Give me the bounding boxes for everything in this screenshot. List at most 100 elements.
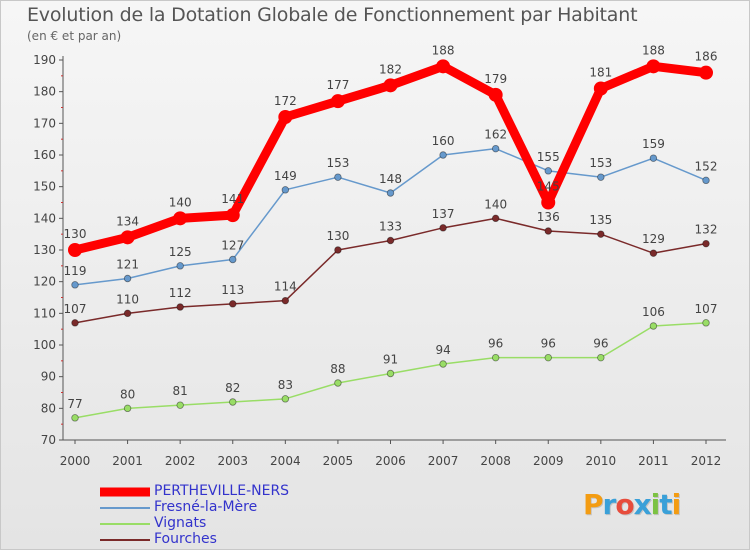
legend-swatch [100, 539, 150, 541]
data-point-fresn-la-m-re [71, 281, 79, 289]
y-tick-label: 70 [41, 433, 56, 447]
x-tick-label: 2007 [428, 454, 459, 468]
legend-label: Fresné-la-Mère [154, 499, 258, 515]
data-label-vignats: 94 [435, 343, 450, 357]
data-label-fresn-la-m-re: 149 [274, 169, 297, 183]
y-tick-label: 80 [41, 401, 56, 415]
chart-subtitle: (en € et par an) [27, 29, 122, 43]
data-label-vignats: 77 [67, 397, 82, 411]
data-label-pertheville-ners: 186 [695, 50, 718, 64]
data-label-vignats: 88 [330, 362, 345, 376]
data-point-fresn-la-m-re [123, 274, 132, 283]
data-point-pertheville-ners [330, 94, 345, 109]
x-tick-label: 2006 [375, 454, 406, 468]
data-point-fresn-la-m-re [334, 173, 342, 181]
proxiti-logo: Proxiti [583, 488, 681, 521]
data-label-fresn-la-m-re: 121 [116, 258, 139, 272]
x-tick-label: 2011 [638, 454, 669, 468]
data-point-vignats [544, 353, 552, 362]
x-tick-label: 2004 [270, 454, 301, 468]
data-label-vignats: 81 [173, 384, 188, 398]
x-tick-label: 2001 [112, 454, 143, 468]
data-label-fresn-la-m-re: 159 [642, 137, 665, 151]
data-label-fresn-la-m-re: 125 [169, 245, 192, 259]
data-label-vignats: 80 [120, 387, 135, 401]
data-label-fourches: 112 [169, 286, 192, 300]
data-point-pertheville-ners [68, 243, 82, 257]
data-point-pertheville-ners [120, 230, 135, 245]
x-tick-label: 2012 [691, 454, 722, 468]
data-label-fresn-la-m-re: 160 [432, 134, 455, 148]
data-point-fresn-la-m-re [649, 154, 658, 162]
data-label-fourches: 133 [379, 220, 402, 234]
y-tick-label: 170 [33, 116, 56, 130]
chart-title: Evolution de la Dotation Globale de Fonc… [27, 4, 638, 26]
data-label-pertheville-ners: 134 [116, 214, 139, 228]
legend-swatch [100, 523, 150, 525]
data-point-fresn-la-m-re [229, 255, 237, 264]
data-point-fourches [439, 224, 447, 232]
data-label-vignats: 107 [695, 302, 718, 316]
data-label-fourches: 114 [274, 280, 297, 294]
data-label-vignats: 106 [642, 305, 665, 319]
series-line-fourches [74, 217, 707, 324]
data-point-pertheville-ners [593, 81, 608, 96]
data-label-pertheville-ners: 130 [64, 227, 87, 241]
data-label-fourches: 110 [116, 292, 139, 306]
data-label-vignats: 91 [383, 353, 398, 367]
data-point-vignats [176, 401, 184, 409]
data-label-pertheville-ners: 140 [169, 195, 192, 209]
data-label-pertheville-ners: 182 [379, 62, 402, 76]
data-label-fourches: 107 [64, 302, 87, 316]
data-point-pertheville-ners [278, 110, 293, 124]
x-tick-label: 2003 [217, 454, 248, 468]
legend-label: Fourches [154, 531, 217, 547]
data-point-fourches [123, 309, 132, 318]
data-point-vignats [439, 360, 447, 368]
data-point-fourches [491, 214, 500, 223]
data-label-pertheville-ners: 172 [274, 94, 297, 108]
y-tick-label: 100 [33, 338, 56, 352]
legend-label: PERTHEVILLE-NERS [154, 483, 290, 499]
data-point-fourches [597, 230, 605, 238]
data-label-pertheville-ners: 141 [221, 192, 244, 206]
data-label-fresn-la-m-re: 148 [379, 172, 402, 186]
data-point-pertheville-ners [646, 59, 661, 74]
legend-label: Vignats [154, 515, 207, 531]
data-point-fresn-la-m-re [491, 144, 500, 153]
data-point-pertheville-ners [699, 65, 713, 80]
data-label-vignats: 83 [278, 378, 293, 392]
data-point-vignats [334, 379, 342, 387]
data-point-vignats [649, 322, 658, 330]
x-tick-label: 2005 [323, 454, 354, 468]
data-point-vignats [123, 404, 132, 413]
data-point-vignats [491, 353, 500, 362]
data-point-fresn-la-m-re [386, 189, 395, 197]
data-label-fresn-la-m-re: 155 [537, 150, 560, 164]
data-point-fresn-la-m-re [176, 262, 184, 270]
data-point-vignats [71, 414, 79, 422]
data-label-fourches: 132 [695, 223, 718, 237]
data-label-fourches: 130 [326, 229, 349, 243]
x-tick-label: 2010 [586, 454, 617, 468]
x-tick-label: 2000 [60, 454, 91, 468]
data-label-pertheville-ners: 181 [589, 66, 612, 80]
y-tick-label: 90 [41, 370, 56, 384]
data-point-vignats [229, 398, 237, 406]
y-tick-label: 110 [33, 306, 56, 320]
legend-swatch [100, 487, 150, 497]
data-point-fourches [702, 239, 710, 248]
data-point-pertheville-ners [436, 59, 451, 74]
y-tick-label: 160 [33, 148, 56, 162]
data-point-pertheville-ners [383, 78, 398, 93]
data-point-vignats [702, 319, 710, 327]
data-label-pertheville-ners: 188 [432, 43, 455, 57]
data-point-fourches [649, 249, 658, 257]
data-point-pertheville-ners [541, 195, 556, 210]
data-label-fresn-la-m-re: 153 [589, 156, 612, 170]
data-label-fourches: 113 [221, 283, 244, 297]
data-label-vignats: 96 [593, 337, 608, 351]
data-point-fourches [71, 319, 79, 327]
data-point-fourches [386, 236, 395, 245]
